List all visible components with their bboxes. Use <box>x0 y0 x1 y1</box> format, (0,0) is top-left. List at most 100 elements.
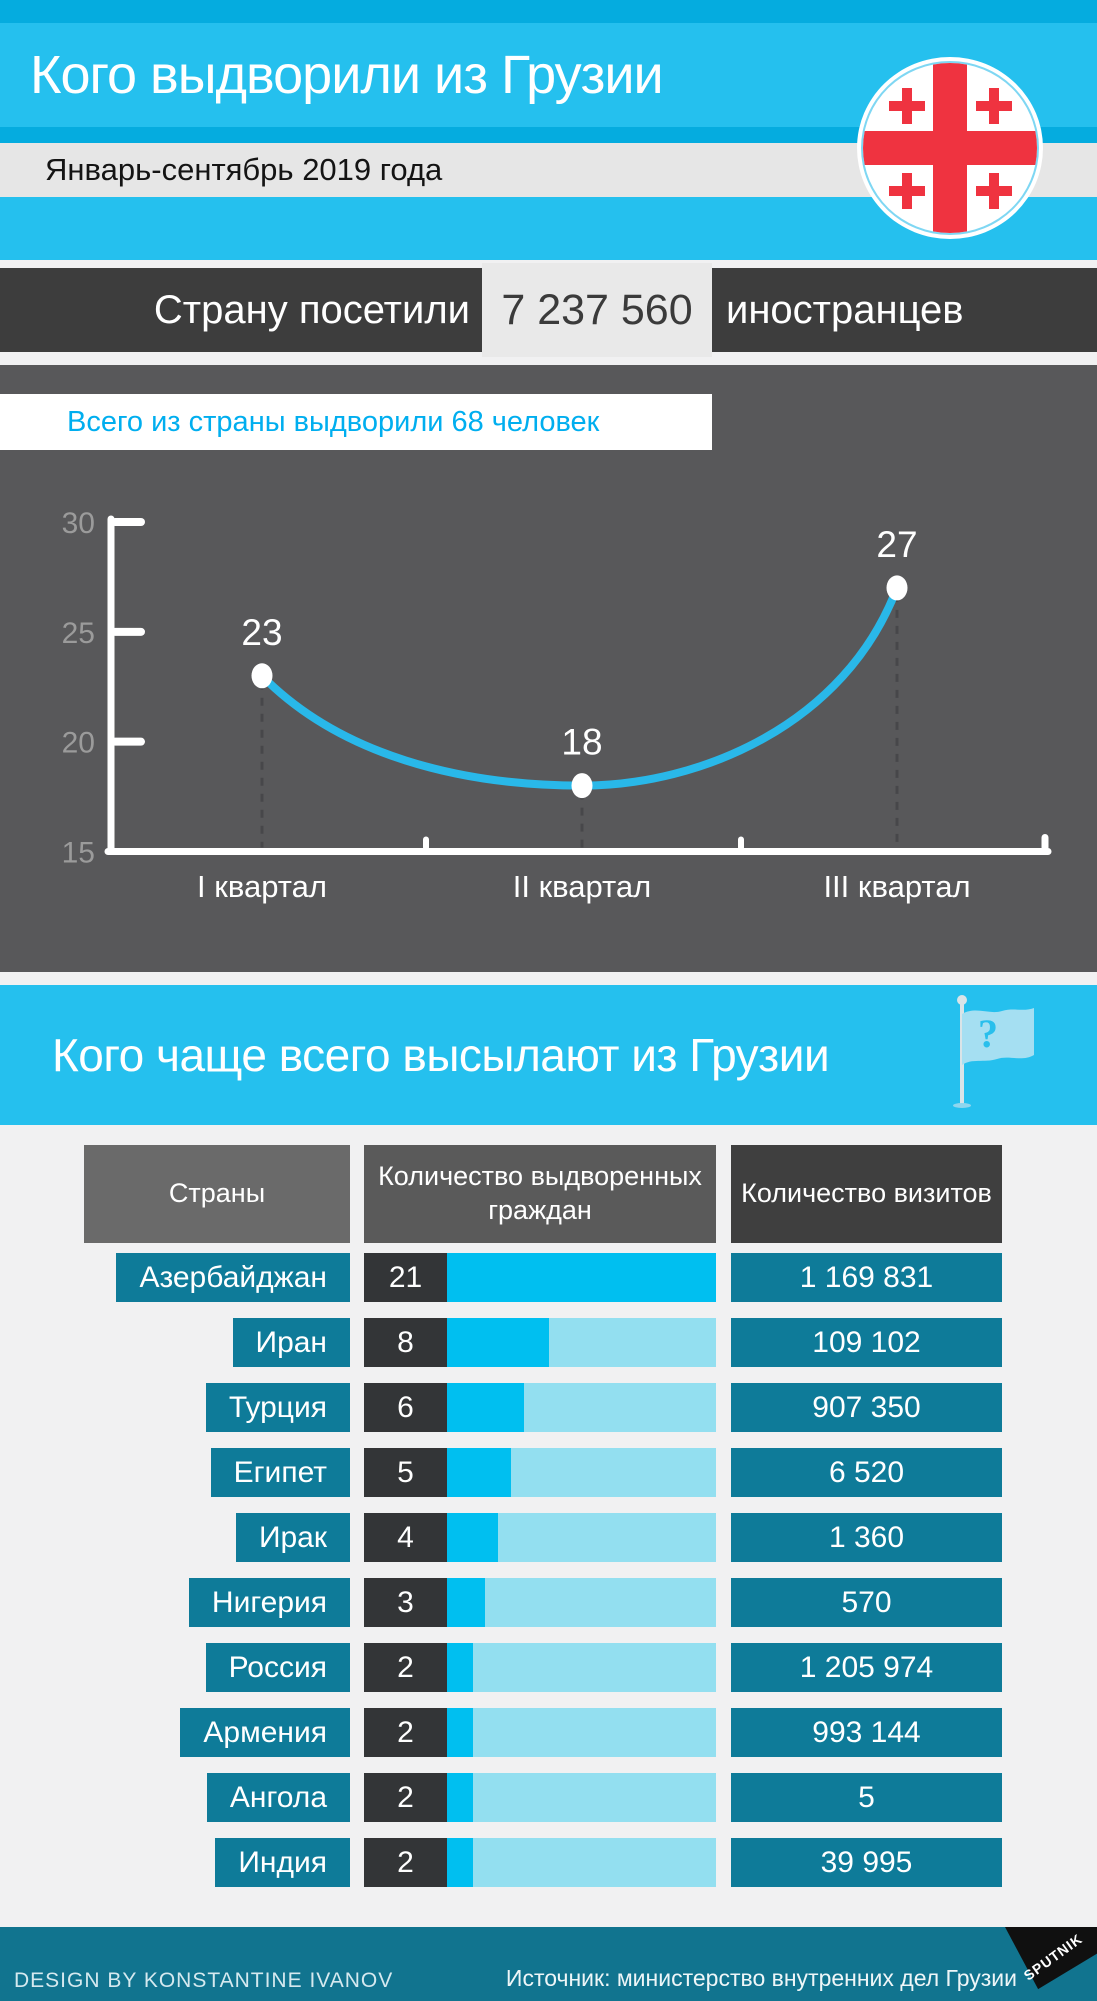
expelled-bar <box>447 1513 716 1562</box>
visits-count: 1 169 831 <box>731 1253 1002 1302</box>
design-credit: DESIGN BY KONSTANTINE IVANOV <box>14 1969 394 1992</box>
expelled-count: 5 <box>364 1448 447 1497</box>
visits-count: 1 205 974 <box>731 1643 1002 1692</box>
expelled-bar-fill <box>447 1318 550 1367</box>
expelled-count: 2 <box>364 1773 447 1822</box>
data-point-label: 18 <box>561 722 602 763</box>
data-point-label: 27 <box>876 524 917 565</box>
country-label: Азербайджан <box>116 1253 350 1302</box>
expelled-bar <box>447 1708 716 1757</box>
expelled-bar-fill <box>447 1708 473 1757</box>
y-tick-label: 15 <box>62 837 95 870</box>
visits-count: 109 102 <box>731 1318 1002 1367</box>
table-row: Ирак 4 1 360 <box>0 1513 1097 1562</box>
chart-callout-text: Всего из страны выдворили 68 человек <box>67 406 600 438</box>
table-row: Иран 8 109 102 <box>0 1318 1097 1367</box>
country-label: Иран <box>232 1318 350 1367</box>
visits-count: 993 144 <box>731 1708 1002 1757</box>
expelled-bar-fill <box>447 1448 512 1497</box>
country-label: Индия <box>215 1838 350 1887</box>
visitors-label-right: иностранцев <box>726 288 964 332</box>
footer: DESIGN BY KONSTANTINE IVANOV Источник: м… <box>0 1927 1097 2001</box>
visits-count: 570 <box>731 1578 1002 1627</box>
flag-cross-horizontal <box>863 131 1037 165</box>
expelled-bar <box>447 1318 716 1367</box>
flag-mini-cross <box>975 172 1012 209</box>
table-header-row: Страны Количество выдворенных граждан Ко… <box>0 1145 1097 1243</box>
flag-mini-cross <box>975 87 1012 124</box>
table-row: Россия 2 1 205 974 <box>0 1643 1097 1692</box>
visits-count: 5 <box>731 1773 1002 1822</box>
table-row: Нигерия 3 570 <box>0 1578 1097 1627</box>
expelled-bar-fill <box>447 1513 499 1562</box>
georgia-flag-icon <box>857 57 1043 239</box>
visits-count: 39 995 <box>731 1838 1002 1887</box>
expelled-bar <box>447 1253 716 1302</box>
visits-count: 1 360 <box>731 1513 1002 1562</box>
visits-count: 6 520 <box>731 1448 1002 1497</box>
col-header-countries: Страны <box>84 1145 350 1243</box>
table-section-band: Кого чаще всего высылают из Грузии <box>0 985 1097 1125</box>
country-label: Египет <box>210 1448 350 1497</box>
visitors-banner: Страну посетили 7 237 560 иностранцев <box>0 263 1097 357</box>
table-row: Индия 2 39 995 <box>0 1838 1097 1887</box>
expelled-count: 21 <box>364 1253 447 1302</box>
expelled-bar <box>447 1448 716 1497</box>
expelled-count: 8 <box>364 1318 447 1367</box>
chart-callout: Всего из страны выдворили 68 человек <box>0 394 712 450</box>
x-category-label: III квартал <box>823 869 970 904</box>
flag-mini-cross <box>888 87 925 124</box>
expelled-bar <box>447 1643 716 1692</box>
expelled-bar-fill <box>447 1838 473 1887</box>
expelled-count: 2 <box>364 1708 447 1757</box>
expelled-bar <box>447 1578 716 1627</box>
accent-strip <box>0 127 1097 143</box>
y-tick-label: 25 <box>62 617 95 650</box>
page-subtitle: Январь-сентябрь 2019 года <box>45 152 443 187</box>
visits-count: 907 350 <box>731 1383 1002 1432</box>
table-row: Азербайджан 21 1 169 831 <box>0 1253 1097 1302</box>
data-point <box>251 663 273 689</box>
col-header-visits: Количество визитов <box>731 1145 1002 1243</box>
flag-mini-cross <box>888 172 925 209</box>
table-row: Армения 2 993 144 <box>0 1708 1097 1757</box>
country-label: Турция <box>205 1383 350 1432</box>
country-label: Ирак <box>235 1513 350 1562</box>
expelled-bar-fill <box>447 1253 716 1302</box>
expelled-line-chart: 15 20 25 30 23 18 27 I квартал II квартал III ква… <box>62 507 1052 904</box>
table-row: Ангола 2 5 <box>0 1773 1097 1822</box>
visitors-label-left: Страну посетили <box>153 288 470 332</box>
expelled-bar <box>447 1383 716 1432</box>
question-flag-icon: ? <box>952 995 1062 1113</box>
chart-section <box>0 365 1097 972</box>
georgia-flag-field <box>861 61 1039 235</box>
expelled-count: 6 <box>364 1383 447 1432</box>
sputnik-logo: SPUTNIK <box>1005 1927 1097 2001</box>
expelled-bar <box>447 1773 716 1822</box>
data-point-label: 23 <box>241 612 282 653</box>
x-category-label: I квартал <box>197 869 327 904</box>
x-category-label: II квартал <box>513 869 652 904</box>
expelled-bar-fill <box>447 1578 486 1627</box>
expelled-bar-fill <box>447 1773 473 1822</box>
country-label: Нигерия <box>188 1578 350 1627</box>
table-row: Турция 6 907 350 <box>0 1383 1097 1432</box>
expelled-count: 4 <box>364 1513 447 1562</box>
page-title: Кого выдворили из Грузии <box>30 45 664 105</box>
visitors-count: 7 237 560 <box>482 263 712 357</box>
expelled-bar-fill <box>447 1643 473 1692</box>
expelled-count: 2 <box>364 1838 447 1887</box>
data-point <box>886 575 908 601</box>
col-header-expelled: Количество выдворенных граждан <box>364 1145 716 1243</box>
table-row: Египет 5 6 520 <box>0 1448 1097 1497</box>
data-point <box>571 773 593 799</box>
expelled-count: 2 <box>364 1643 447 1692</box>
expelled-bar <box>447 1838 716 1887</box>
y-tick-label: 20 <box>62 727 95 760</box>
table-section-title: Кого чаще всего высылают из Грузии <box>52 1029 830 1081</box>
country-label: Россия <box>205 1643 350 1692</box>
expelled-bar-fill <box>447 1383 524 1432</box>
expelled-count: 3 <box>364 1578 447 1627</box>
top-accent-strip <box>0 0 1097 23</box>
